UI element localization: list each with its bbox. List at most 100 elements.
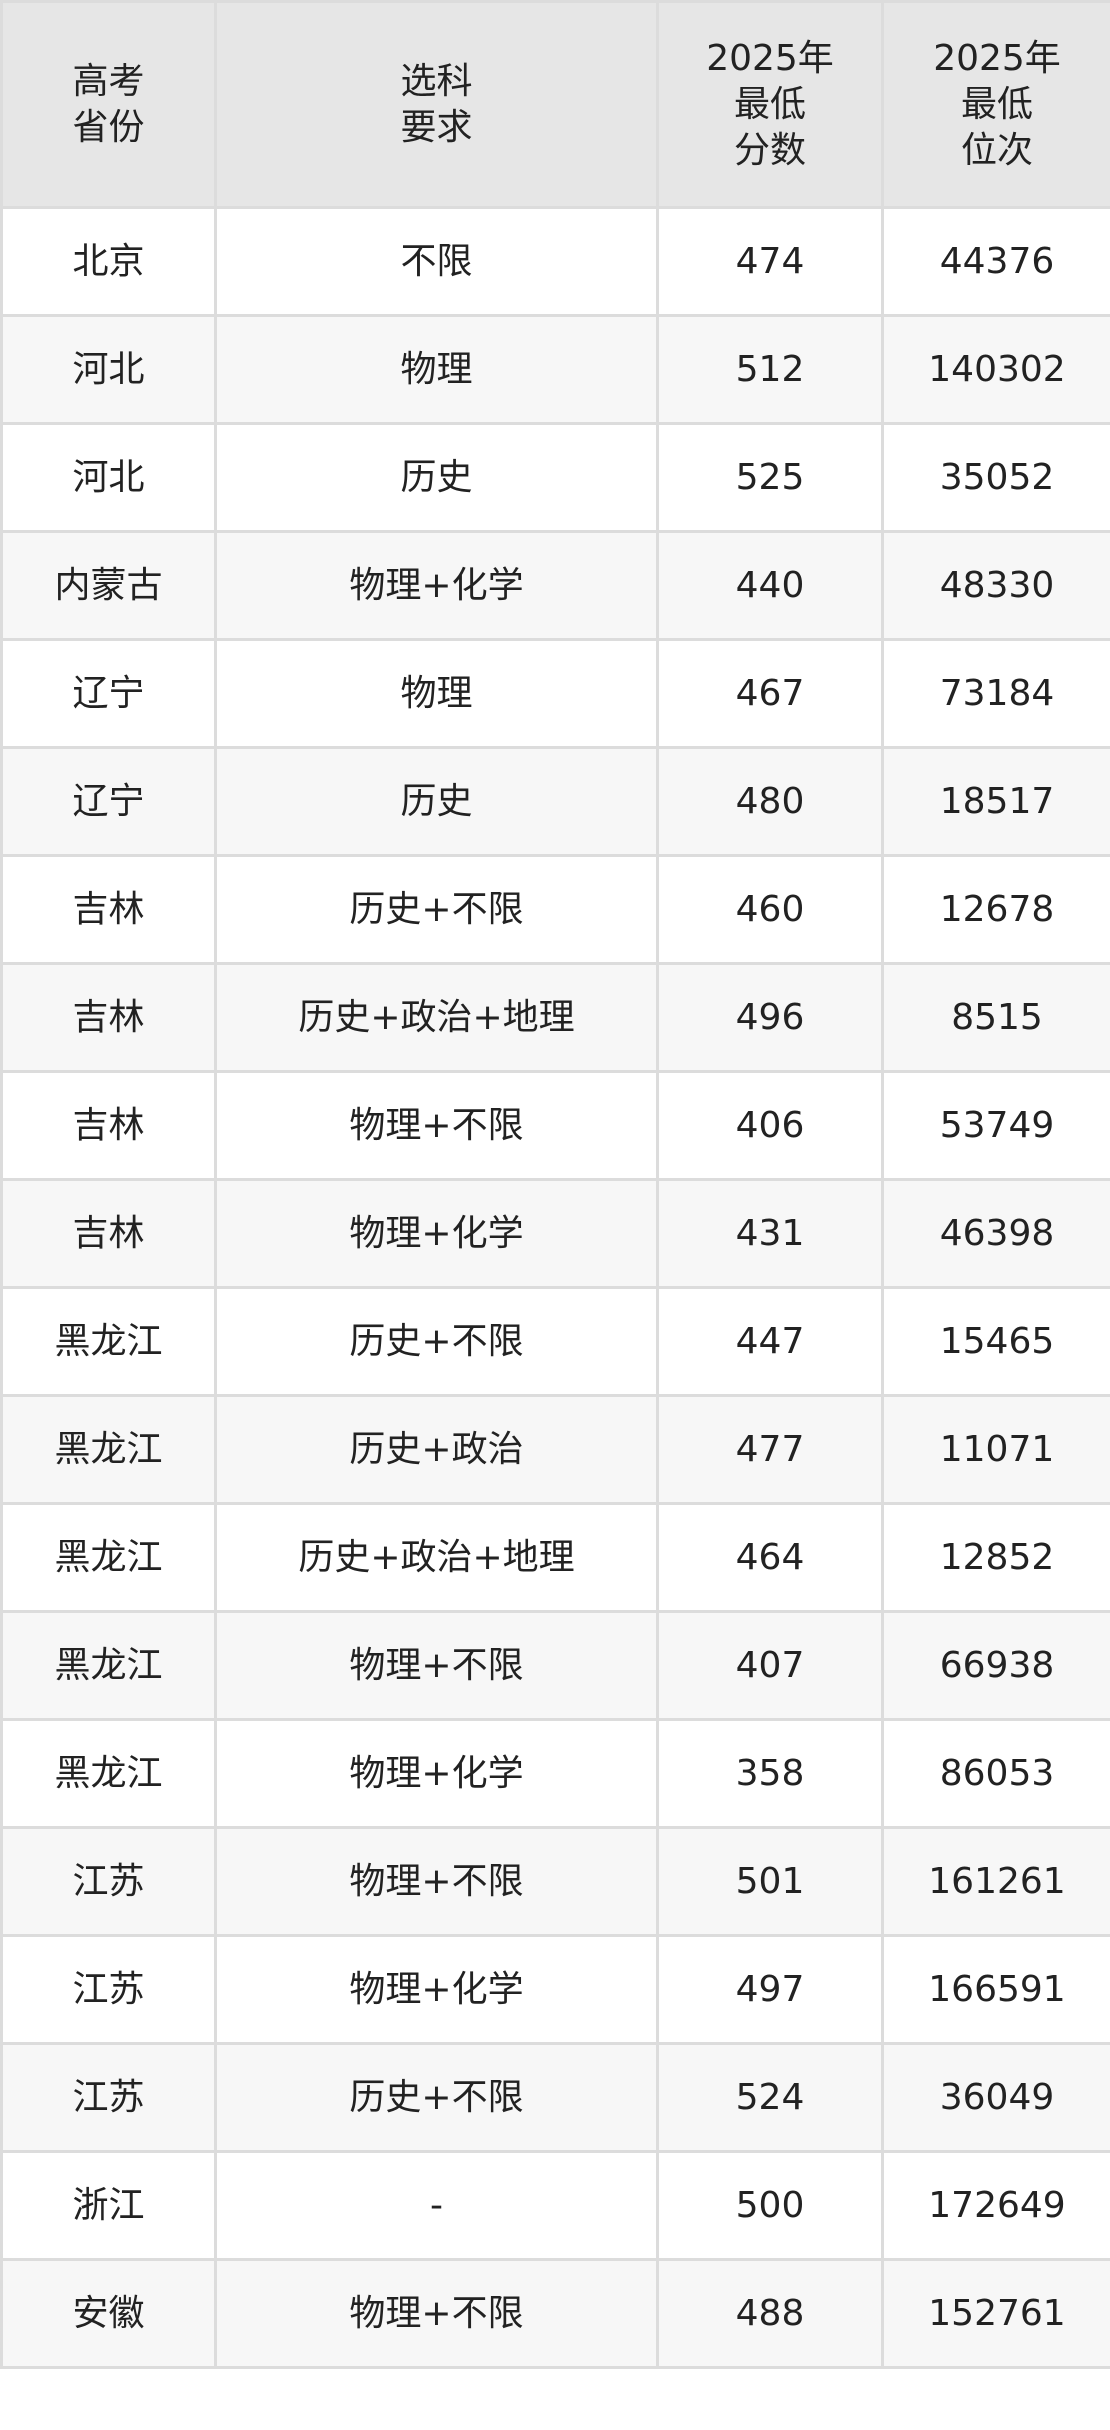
min-rank-cell: 48330: [881, 530, 1110, 641]
subject-requirement-cell: 历史+不限: [214, 854, 659, 965]
table-row: 北京 不限 474 44376: [0, 206, 1110, 317]
table-row: 内蒙古 物理+化学 440 48330: [0, 530, 1110, 641]
table-row: 黑龙江 历史+不限 447 15465: [0, 1286, 1110, 1397]
subject-requirement-cell: 物理+不限: [214, 1826, 659, 1937]
min-score-cell: 496: [656, 962, 884, 1073]
table-row: 黑龙江 物理+化学 358 86053: [0, 1718, 1110, 1829]
min-rank-cell: 161261: [881, 1826, 1110, 1937]
subject-requirement-cell: 历史+不限: [214, 2042, 659, 2153]
table-row: 浙江 -500 172649: [0, 2150, 1110, 2261]
subject-requirement-cell: 物理+不限: [214, 1610, 659, 1721]
header-line: 要求: [400, 106, 473, 148]
table-row: 吉林 历史+政治+地理 496 8515: [0, 962, 1110, 1073]
header-subject-requirement: 选科 要求: [214, 0, 659, 209]
min-rank-cell: 12852: [881, 1502, 1110, 1613]
province-cell: 辽宁: [0, 638, 217, 749]
min-rank-cell: 86053: [881, 1718, 1110, 1829]
province-cell: 江苏: [0, 1826, 217, 1937]
min-rank-cell: 172649: [881, 2150, 1110, 2261]
header-line: 最低: [960, 83, 1033, 125]
min-score-cell: 406: [656, 1070, 884, 1181]
min-score-cell: 500: [656, 2150, 884, 2261]
subject-requirement-cell: 物理+化学: [214, 1178, 659, 1289]
province-cell: 浙江: [0, 2150, 217, 2261]
subject-requirement-cell: 物理+化学: [214, 1934, 659, 2045]
header-province: 高考 省份: [0, 0, 217, 209]
min-rank-cell: 53749: [881, 1070, 1110, 1181]
province-cell: 黑龙江: [0, 1610, 217, 1721]
province-cell: 吉林: [0, 1070, 217, 1181]
min-rank-cell: 46398: [881, 1178, 1110, 1289]
table-header-row: 高考 省份 选科 要求 2025年 最低 分数 2025年 最低 位次: [0, 0, 1110, 209]
min-score-cell: 474: [656, 206, 884, 317]
table-row: 江苏 物理+化学 497 166591: [0, 1934, 1110, 2045]
subject-requirement-cell: 物理+不限: [214, 1070, 659, 1181]
province-cell: 吉林: [0, 854, 217, 965]
min-rank-cell: 15465: [881, 1286, 1110, 1397]
min-score-cell: 501: [656, 1826, 884, 1937]
province-cell: 河北: [0, 422, 217, 533]
min-score-cell: 460: [656, 854, 884, 965]
table-row: 江苏 物理+不限 501 161261: [0, 1826, 1110, 1937]
subject-requirement-cell: 历史: [214, 422, 659, 533]
table-row: 黑龙江 历史+政治+地理 464 12852: [0, 1502, 1110, 1613]
min-rank-cell: 152761: [881, 2258, 1110, 2369]
subject-requirement-cell: 历史+政治+地理: [214, 962, 659, 1073]
min-rank-cell: 140302: [881, 314, 1110, 425]
header-line: 2025年: [933, 37, 1061, 79]
subject-requirement-cell: 不限: [214, 206, 659, 317]
header-line: 2025年: [706, 37, 834, 79]
header-line: 分数: [733, 129, 806, 171]
min-score-cell: 480: [656, 746, 884, 857]
min-rank-cell: 18517: [881, 746, 1110, 857]
subject-requirement-cell: 历史+政治+地理: [214, 1502, 659, 1613]
min-score-cell: 358: [656, 1718, 884, 1829]
province-cell: 黑龙江: [0, 1718, 217, 1829]
province-cell: 安徽: [0, 2258, 217, 2369]
min-rank-cell: 36049: [881, 2042, 1110, 2153]
table-body: 北京 不限 474 44376 河北 物理 512 140302 河北 历史 525 35052 内蒙古…: [0, 206, 1110, 2369]
header-min-score: 2025年 最低 分数: [656, 0, 884, 209]
min-rank-cell: 66938: [881, 1610, 1110, 1721]
min-rank-cell: 73184: [881, 638, 1110, 749]
min-rank-cell: 11071: [881, 1394, 1110, 1505]
table-row: 河北 物理 512 140302: [0, 314, 1110, 425]
province-cell: 吉林: [0, 962, 217, 1073]
province-cell: 辽宁: [0, 746, 217, 857]
subject-requirement-cell: 历史: [214, 746, 659, 857]
min-score-cell: 447: [656, 1286, 884, 1397]
province-cell: 吉林: [0, 1178, 217, 1289]
province-cell: 河北: [0, 314, 217, 425]
subject-requirement-cell: 物理+化学: [214, 530, 659, 641]
subject-requirement-cell: -: [214, 2150, 659, 2261]
subject-requirement-cell: 历史+政治: [214, 1394, 659, 1505]
min-rank-cell: 8515: [881, 962, 1110, 1073]
table-row: 河北 历史 525 35052: [0, 422, 1110, 533]
header-line: 选科: [400, 60, 473, 102]
admission-score-table: 高考 省份 选科 要求 2025年 最低 分数 2025年 最低 位次 北京 不限 474 44376 河…: [0, 0, 1110, 2369]
subject-requirement-cell: 历史+不限: [214, 1286, 659, 1397]
min-score-cell: 525: [656, 422, 884, 533]
subject-requirement-cell: 物理+化学: [214, 1718, 659, 1829]
header-line: 位次: [960, 129, 1033, 171]
min-rank-cell: 12678: [881, 854, 1110, 965]
province-cell: 北京: [0, 206, 217, 317]
header-line: 省份: [72, 106, 145, 148]
min-score-cell: 464: [656, 1502, 884, 1613]
table-row: 辽宁 历史 480 18517: [0, 746, 1110, 857]
province-cell: 江苏: [0, 2042, 217, 2153]
table-row: 吉林 物理+不限 406 53749: [0, 1070, 1110, 1181]
province-cell: 内蒙古: [0, 530, 217, 641]
table-row: 黑龙江 历史+政治 477 11071: [0, 1394, 1110, 1505]
subject-requirement-cell: 物理: [214, 314, 659, 425]
min-score-cell: 407: [656, 1610, 884, 1721]
min-score-cell: 497: [656, 1934, 884, 2045]
table-row: 江苏 历史+不限 524 36049: [0, 2042, 1110, 2153]
table-row: 吉林 物理+化学 431 46398: [0, 1178, 1110, 1289]
min-score-cell: 524: [656, 2042, 884, 2153]
province-cell: 黑龙江: [0, 1394, 217, 1505]
province-cell: 黑龙江: [0, 1286, 217, 1397]
subject-requirement-cell: 物理: [214, 638, 659, 749]
province-cell: 黑龙江: [0, 1502, 217, 1613]
min-score-cell: 467: [656, 638, 884, 749]
